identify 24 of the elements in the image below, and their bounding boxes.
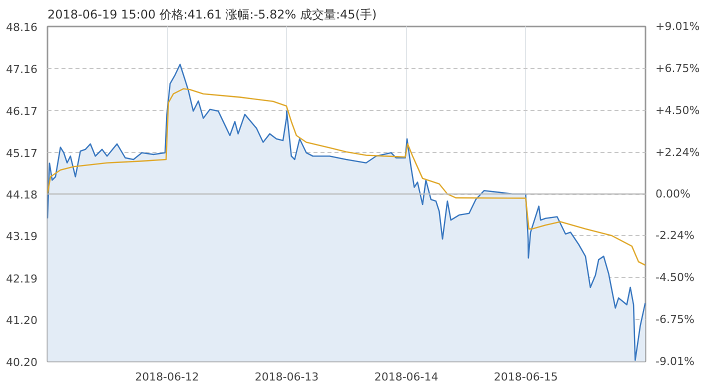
- y-tick-label: 46.17: [6, 104, 38, 118]
- y2-tick-label: -9.01%: [656, 355, 694, 368]
- chart-title: 2018-06-19 15:00 价格:41.61 涨幅:-5.82% 成交量:45(手): [48, 8, 377, 22]
- x-tick-label: 2018-06-12: [135, 370, 200, 384]
- y2-tick-label: +4.50%: [656, 104, 700, 117]
- y-tick-label: 43.19: [6, 230, 38, 244]
- y2-tick-label: +6.75%: [656, 62, 700, 76]
- y-tick-label: 48.16: [6, 21, 38, 34]
- y2-tick-label: +9.01%: [656, 20, 700, 33]
- y-tick-label: 42.19: [6, 272, 38, 286]
- y2-tick-label: -2.24%: [656, 229, 694, 242]
- x-tick-label: 2018-06-13: [254, 370, 319, 384]
- y-tick-label: 47.16: [6, 63, 38, 76]
- y2-tick-label: 0.00%: [656, 188, 690, 200]
- y2-tick-label: +2.24%: [656, 146, 700, 159]
- y-tick-label: 44.18: [6, 188, 38, 202]
- y2-tick-label: -6.75%: [656, 312, 694, 326]
- x-tick-label: 2018-06-14: [374, 370, 438, 384]
- line-series: [48, 88, 646, 266]
- y-tick-label: 45.17: [6, 146, 38, 160]
- x-tick-label: 2018-06-15: [494, 370, 558, 384]
- y2-tick-label: -4.50%: [656, 271, 694, 284]
- y-tick-label: 41.20: [6, 314, 38, 327]
- y-tick-label: 40.20: [6, 356, 38, 369]
